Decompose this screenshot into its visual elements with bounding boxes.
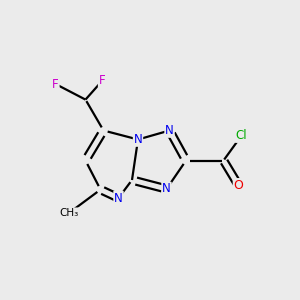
Text: N: N	[165, 124, 174, 137]
Text: Cl: Cl	[236, 129, 247, 142]
Text: CH₃: CH₃	[59, 208, 79, 218]
Text: F: F	[52, 77, 59, 91]
Text: N: N	[134, 133, 142, 146]
Text: N: N	[162, 182, 171, 196]
Text: O: O	[234, 179, 243, 192]
Text: N: N	[114, 191, 123, 205]
Text: F: F	[99, 74, 105, 88]
